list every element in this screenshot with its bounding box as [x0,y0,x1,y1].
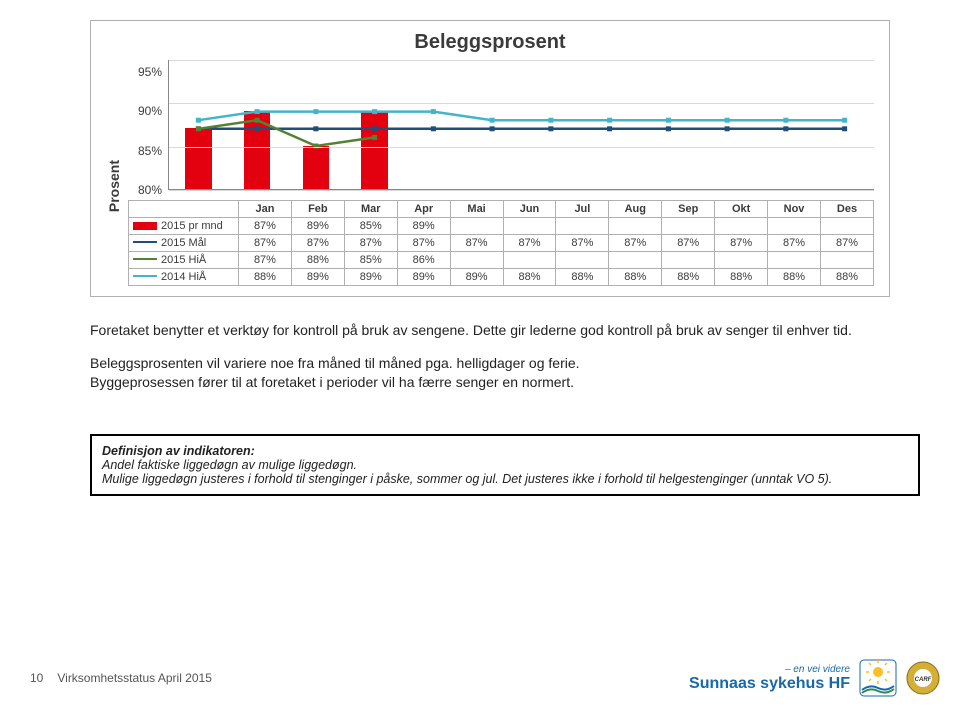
data-cell: 88% [820,269,873,286]
logo-cluster: – en vei videre Sunnaas sykehus HF CARF [689,658,940,698]
month-header: Des [820,201,873,218]
data-cell [609,218,662,235]
chart-svg [169,60,874,189]
data-cell [768,252,821,269]
data-cell [715,218,768,235]
ytick: 80% [128,184,162,196]
data-cell: 89% [291,269,344,286]
data-cell [450,218,503,235]
chart-title: Beleggsprosent [106,31,874,54]
definition-line: Mulige liggedøgn justeres i forhold til … [102,472,832,486]
bar [185,128,211,189]
month-header: Mar [344,201,397,218]
month-header: Feb [291,201,344,218]
svg-text:CARF: CARF [915,677,932,683]
data-cell [662,218,715,235]
data-cell: 87% [239,252,292,269]
series-name: 2015 HiÅ [161,254,206,266]
data-cell [609,252,662,269]
data-cell: 88% [503,269,556,286]
bar [244,111,270,189]
data-cell: 89% [397,218,450,235]
body-text: Foretaket benytter et verktøy for kontro… [90,321,910,392]
data-cell: 88% [291,252,344,269]
month-header: Jul [556,201,609,218]
data-cell [820,252,873,269]
y-axis-label: Prosent [106,160,122,212]
data-cell: 87% [609,235,662,252]
y-axis-ticks: 95% 90% 85% 80% [128,72,168,196]
data-cell: 88% [609,269,662,286]
data-cell [556,218,609,235]
chart-data-table: JanFebMarAprMaiJunJulAugSepOktNovDes 2015… [128,200,874,286]
data-cell: 89% [291,218,344,235]
definition-heading: Definisjon av indikatoren: [102,444,255,458]
data-cell: 86% [397,252,450,269]
logo-tagline: – en vei videre [689,664,850,675]
carf-badge-icon: CARF [906,661,940,695]
data-cell: 87% [715,235,768,252]
sun-logo-icon [858,658,898,698]
month-header: Okt [715,201,768,218]
data-cell [503,218,556,235]
data-cell: 85% [344,252,397,269]
data-cell: 89% [450,269,503,286]
month-header: Sep [662,201,715,218]
paragraph: Beleggsprosenten vil variere noe fra mån… [90,354,910,392]
ytick: 95% [128,66,162,78]
series-line [198,120,374,146]
plot-area [168,60,874,190]
data-cell: 87% [503,235,556,252]
paragraph: Foretaket benytter et verktøy for kontro… [90,321,910,340]
data-cell [503,252,556,269]
month-header: Jun [503,201,556,218]
data-cell: 87% [239,235,292,252]
data-cell: 88% [715,269,768,286]
series-name: 2015 Mål [161,237,206,249]
data-cell: 87% [344,235,397,252]
data-cell: 88% [662,269,715,286]
data-cell [556,252,609,269]
bar [303,146,329,189]
series-name: 2014 HiÅ [161,271,206,283]
text-line: Beleggsprosenten vil variere noe fra mån… [90,355,580,371]
data-cell: 87% [556,235,609,252]
data-cell [820,218,873,235]
month-header: Nov [768,201,821,218]
hospital-name: Sunnaas sykehus HF [689,675,850,693]
data-cell: 87% [450,235,503,252]
series-name: 2015 pr mnd [161,220,223,232]
data-cell: 89% [344,269,397,286]
definition-box: Definisjon av indikatoren: Andel faktisk… [90,434,920,496]
data-cell [715,252,768,269]
data-cell: 87% [397,235,450,252]
data-cell: 88% [556,269,609,286]
footer-status: Virksomhetsstatus April 2015 [57,671,212,685]
page-number: 10 [30,671,43,685]
ytick: 90% [128,105,162,117]
data-cell: 87% [239,218,292,235]
series-line [198,112,844,121]
data-cell: 87% [662,235,715,252]
month-header: Mai [450,201,503,218]
data-cell: 88% [239,269,292,286]
data-cell [662,252,715,269]
definition-line: Andel faktiske liggedøgn av mulige ligge… [102,458,357,472]
bar [361,111,387,189]
month-header: Aug [609,201,662,218]
data-cell: 88% [768,269,821,286]
data-cell: 87% [291,235,344,252]
footer: 10 Virksomhetsstatus April 2015 – en vei… [30,658,940,698]
ytick: 85% [128,145,162,157]
data-cell: 89% [397,269,450,286]
text-line: Byggeprosessen fører til at foretaket i … [90,374,574,390]
month-header: Apr [397,201,450,218]
data-cell [450,252,503,269]
data-cell [768,218,821,235]
data-cell: 85% [344,218,397,235]
data-cell: 87% [768,235,821,252]
data-cell: 87% [820,235,873,252]
chart-panel: Beleggsprosent Prosent 95% 90% 85% 80% J… [90,20,890,297]
month-header: Jan [239,201,292,218]
